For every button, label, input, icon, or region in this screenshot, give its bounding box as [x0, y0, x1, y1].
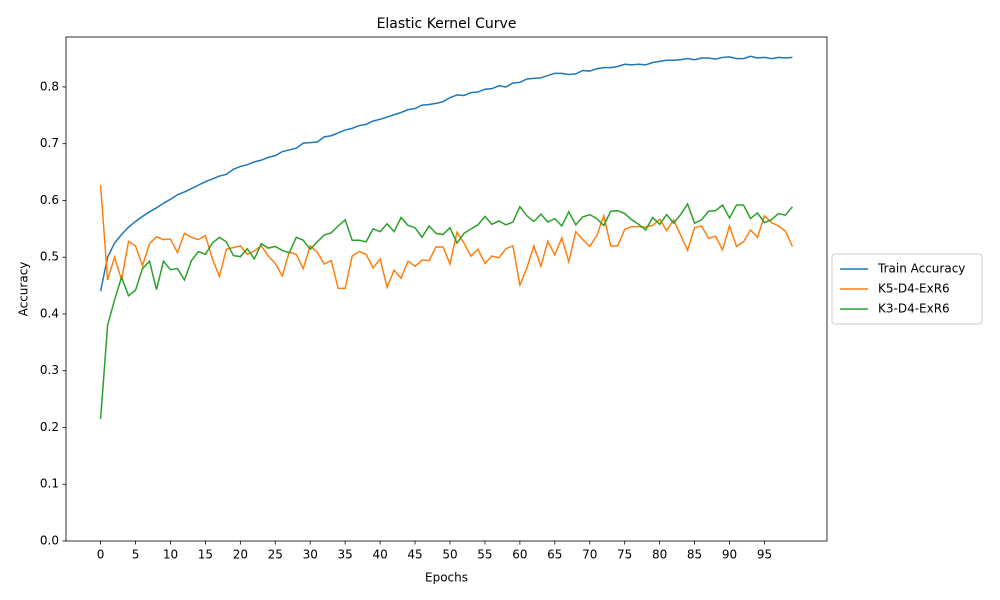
y-tick-label: 0.3 [40, 363, 59, 377]
x-tick-label: 65 [547, 548, 562, 562]
y-tick-label: 0.2 [40, 420, 59, 434]
series-line [99, 185, 794, 290]
x-tick-label: 0 [97, 548, 105, 562]
y-tick-label: 0.5 [40, 250, 59, 264]
x-tick-label: 55 [477, 548, 492, 562]
x-tick-label: 45 [407, 548, 422, 562]
x-tick-label: 90 [722, 548, 737, 562]
x-tick-label: 5 [132, 548, 140, 562]
x-tick-label: 20 [233, 548, 248, 562]
x-tick-label: 80 [652, 548, 667, 562]
y-tick-label: 0.0 [40, 534, 59, 548]
y-axis-label: Accuracy [17, 262, 31, 317]
chart-title: Elastic Kernel Curve [377, 16, 517, 32]
plot-frame [65, 36, 828, 542]
legend-label: K3-D4-ExR6 [878, 302, 950, 316]
x-tick-label: 30 [303, 548, 318, 562]
legend-label: K5-D4-ExR6 [878, 282, 950, 296]
x-axis-label: Epochs [425, 571, 468, 585]
x-tick-label: 40 [372, 548, 387, 562]
x-tick-label: 70 [582, 548, 597, 562]
y-tick-label: 0.8 [40, 79, 59, 93]
x-tick-label: 10 [163, 548, 178, 562]
y-tick-label: 0.7 [40, 136, 59, 150]
series-line [99, 55, 793, 292]
x-tick-label: 85 [687, 548, 702, 562]
x-tick-label: 35 [338, 548, 353, 562]
y-tick-label: 0.1 [40, 477, 59, 491]
y-tick-label: 0.4 [40, 306, 59, 320]
x-tick-label: 95 [757, 548, 772, 562]
x-tick-label: 15 [198, 548, 213, 562]
x-tick-label: 75 [617, 548, 632, 562]
x-tick-label: 50 [442, 548, 457, 562]
legend-box [831, 253, 983, 325]
x-tick-label: 60 [512, 548, 527, 562]
x-tick-label: 25 [268, 548, 283, 562]
legend-label: Train Accuracy [877, 262, 965, 276]
y-tick-label: 0.6 [40, 193, 59, 207]
series-line [99, 202, 793, 420]
